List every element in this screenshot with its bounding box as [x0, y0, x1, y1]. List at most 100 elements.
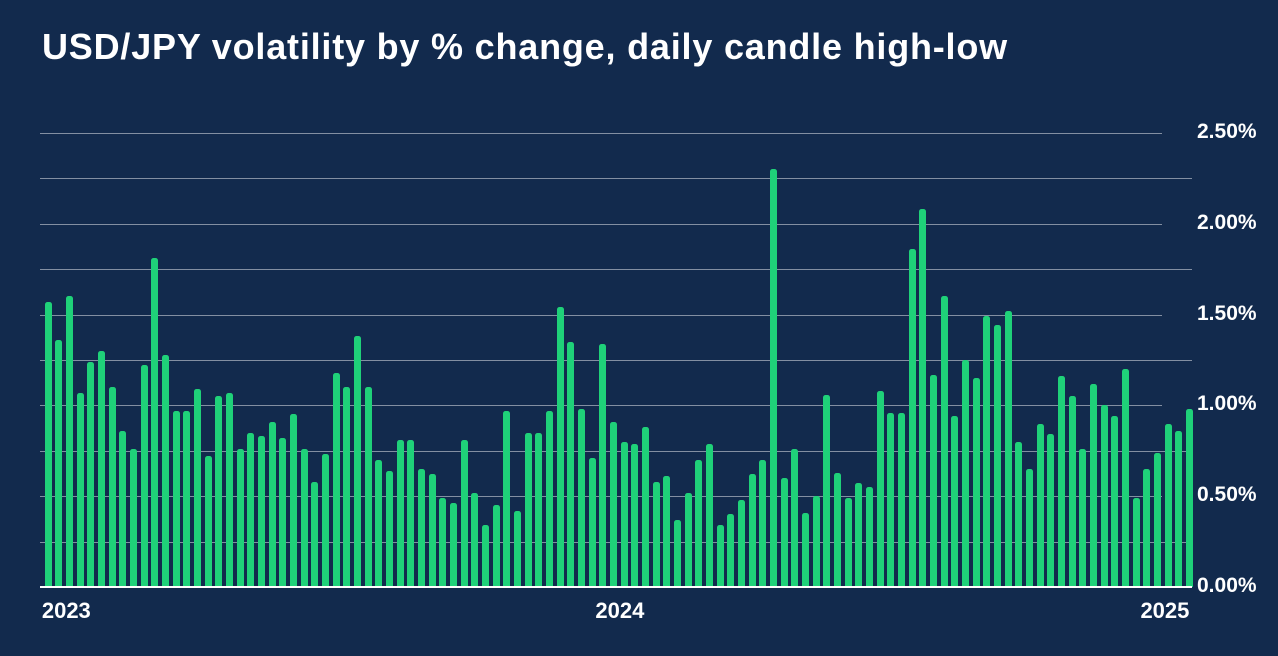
bar	[631, 443, 639, 587]
bar	[161, 354, 170, 587]
bar	[129, 448, 138, 587]
bar	[108, 387, 116, 587]
bar	[1153, 452, 1162, 587]
bar	[193, 389, 202, 587]
bar	[385, 470, 394, 587]
bar	[1079, 448, 1087, 587]
bar	[471, 492, 479, 587]
x-axis-label: 2025	[1140, 598, 1190, 623]
bar	[513, 510, 522, 587]
bar	[1057, 376, 1066, 587]
bar	[876, 390, 884, 587]
bar	[663, 476, 671, 587]
bar	[620, 441, 628, 587]
bar	[449, 503, 458, 587]
bar	[1025, 468, 1034, 587]
bar	[961, 360, 970, 587]
bar	[855, 483, 863, 587]
bar	[1004, 310, 1012, 587]
bar	[1121, 369, 1130, 587]
bar	[481, 525, 490, 587]
y-axis-label: 1.50%	[1197, 301, 1257, 325]
bar	[1015, 441, 1023, 587]
bar	[364, 387, 372, 587]
bar	[833, 472, 842, 587]
y-axis-label: 1.00%	[1197, 392, 1257, 416]
bar	[151, 258, 159, 587]
bar	[1185, 409, 1194, 587]
bar	[1089, 383, 1098, 587]
major-gridline	[40, 223, 1162, 225]
bar	[801, 512, 810, 587]
bar	[716, 525, 724, 587]
bar	[791, 448, 799, 587]
bar	[1111, 416, 1119, 587]
bar	[140, 365, 148, 587]
bar	[279, 438, 287, 587]
bar	[87, 361, 95, 587]
bar	[919, 209, 927, 587]
bar	[1068, 396, 1076, 587]
bar	[727, 514, 735, 587]
y-axis-label: 0.00%	[1197, 574, 1257, 597]
bar	[428, 474, 436, 587]
bar	[993, 325, 1002, 587]
bar	[300, 448, 308, 587]
bar	[44, 301, 52, 587]
bar	[332, 372, 340, 587]
bar	[823, 394, 831, 587]
x-axis-label: 2023	[41, 598, 91, 623]
bar	[887, 412, 895, 587]
bar	[407, 439, 415, 587]
bar	[599, 343, 607, 587]
bar	[289, 414, 298, 587]
minor-gridline	[40, 360, 1192, 361]
y-axis-label: 2.50%	[1197, 120, 1257, 143]
bar	[215, 396, 223, 587]
bar	[865, 487, 874, 587]
bar	[343, 387, 351, 587]
bar	[1164, 423, 1172, 587]
y-axis-label: 2.00%	[1197, 210, 1257, 234]
bar	[1100, 405, 1108, 587]
bar	[897, 412, 906, 587]
y-axis-label: 0.50%	[1197, 483, 1257, 507]
major-gridline	[40, 133, 1162, 134]
bar	[673, 519, 682, 587]
bar	[353, 336, 362, 587]
bar	[417, 468, 426, 587]
bar	[983, 316, 991, 587]
bar	[609, 421, 618, 587]
bar	[748, 474, 756, 587]
x-axis-line	[40, 586, 1192, 588]
bar	[577, 409, 586, 587]
bar	[97, 350, 106, 587]
bar	[556, 307, 564, 587]
minor-gridline	[40, 269, 1192, 271]
bar	[1143, 468, 1151, 587]
bar	[951, 416, 959, 587]
bar	[588, 458, 596, 587]
bar	[225, 392, 234, 587]
x-axis-label: 2024	[595, 598, 645, 623]
bar	[439, 498, 447, 587]
bar	[460, 439, 468, 587]
bar	[844, 498, 852, 587]
bar	[641, 427, 650, 587]
bar	[55, 340, 63, 587]
bar	[1132, 498, 1140, 587]
bar	[247, 432, 255, 587]
bar	[204, 456, 212, 587]
bar	[119, 430, 127, 587]
bar	[172, 410, 180, 587]
bar	[812, 496, 820, 587]
bar	[705, 443, 714, 587]
bar	[535, 432, 543, 587]
bar	[780, 478, 788, 587]
bar	[684, 492, 692, 587]
bar	[396, 439, 404, 587]
bar	[972, 378, 980, 587]
chart-title: USD/JPY volatility by % change, daily ca…	[42, 26, 1008, 67]
